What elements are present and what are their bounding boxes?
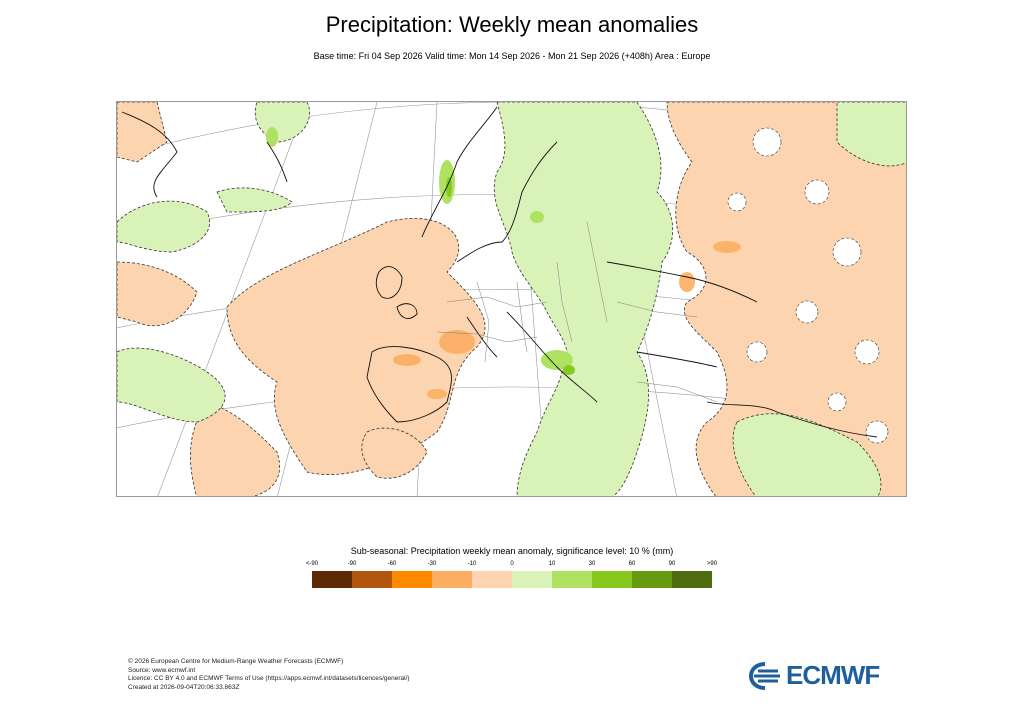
- legend-swatch: [352, 571, 392, 588]
- logo-text: ECMWF: [786, 660, 880, 690]
- page-subtitle: Base time: Fri 04 Sep 2026 Valid time: M…: [313, 51, 711, 61]
- legend-tick: -30: [427, 561, 437, 567]
- legend-swatch: [472, 571, 512, 588]
- legend-tick: -10: [467, 561, 477, 567]
- coastlines: [121, 106, 878, 438]
- legend-swatch: [672, 571, 712, 588]
- footer-source: Source: www.ecmwf.int: [128, 666, 196, 674]
- country-borders: [436, 221, 718, 403]
- legend-tick: -90: [347, 561, 357, 567]
- dry-strong-regions: [393, 241, 741, 399]
- legend-swatch: [552, 571, 592, 588]
- legend-swatch: [312, 571, 352, 588]
- legend-tick: 60: [628, 561, 636, 567]
- anomaly-map: [116, 101, 907, 497]
- legend-tick: 0: [510, 561, 514, 567]
- legend-swatch: [392, 571, 432, 588]
- wet-anomaly-regions: [117, 102, 906, 496]
- legend-tick: 10: [548, 561, 556, 567]
- footer-created: Created at 2026-09-04T20:06:33.863Z: [128, 683, 240, 691]
- legend-tick: >90: [706, 561, 718, 567]
- ecmwf-logo: ECMWF: [748, 660, 880, 691]
- legend-title: Sub-seasonal: Precipitation weekly mean …: [350, 546, 674, 556]
- legend-tick: 30: [588, 561, 596, 567]
- dry-anomaly-regions: [117, 102, 906, 496]
- legend-swatch: [592, 571, 632, 588]
- legend-swatch: [632, 571, 672, 588]
- ecmwf-logo-icon: [748, 661, 780, 690]
- page-title: Precipitation: Weekly mean anomalies: [325, 12, 699, 37]
- footer-copyright: © 2026 European Centre for Medium-Range …: [128, 658, 344, 665]
- legend-swatch: [432, 571, 472, 588]
- wet-very-strong-regions: [446, 177, 575, 375]
- legend-colorbar: [312, 571, 712, 588]
- legend-ticks: <-90 -90 -60 -30 -10 0 10 30 60 90 >90: [306, 561, 717, 571]
- legend-tick: -60: [387, 561, 397, 567]
- legend-tick: 90: [668, 561, 676, 567]
- legend-swatch: [512, 571, 552, 588]
- legend-tick: <-90: [305, 561, 319, 567]
- map-canvas: [117, 102, 906, 496]
- footer-credits: © 2026 European Centre for Medium-Range …: [128, 658, 410, 692]
- footer-licence: Licence: CC BY 4.0 and ECMWF Terms of Us…: [128, 675, 410, 682]
